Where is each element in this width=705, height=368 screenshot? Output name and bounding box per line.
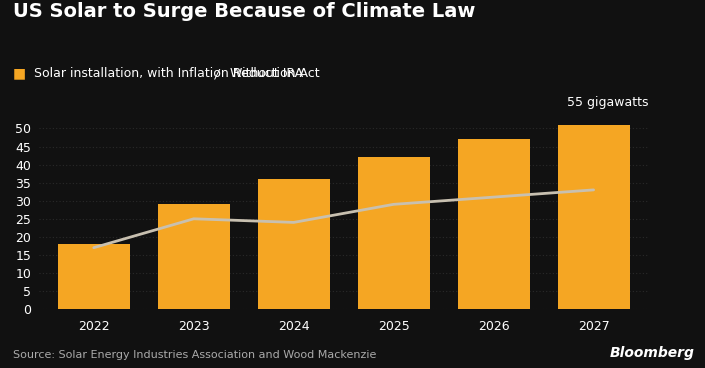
Bar [258,179,330,309]
Text: Bloomberg: Bloomberg [610,346,694,360]
Bar [458,139,529,309]
Text: Solar installation, with Inflation Reduction Act: Solar installation, with Inflation Reduc… [34,67,319,80]
Text: 55 gigawatts: 55 gigawatts [567,96,649,109]
Bar [357,158,429,309]
Text: Without IRA: Without IRA [230,67,303,80]
Bar [158,204,230,309]
Bar [558,125,630,309]
Text: US Solar to Surge Because of Climate Law: US Solar to Surge Because of Climate Law [13,2,475,21]
Text: Source: Solar Energy Industries Association and Wood Mackenzie: Source: Solar Energy Industries Associat… [13,350,376,360]
Bar [58,244,130,309]
Text: ■: ■ [13,67,30,81]
Text: /: / [207,67,227,80]
